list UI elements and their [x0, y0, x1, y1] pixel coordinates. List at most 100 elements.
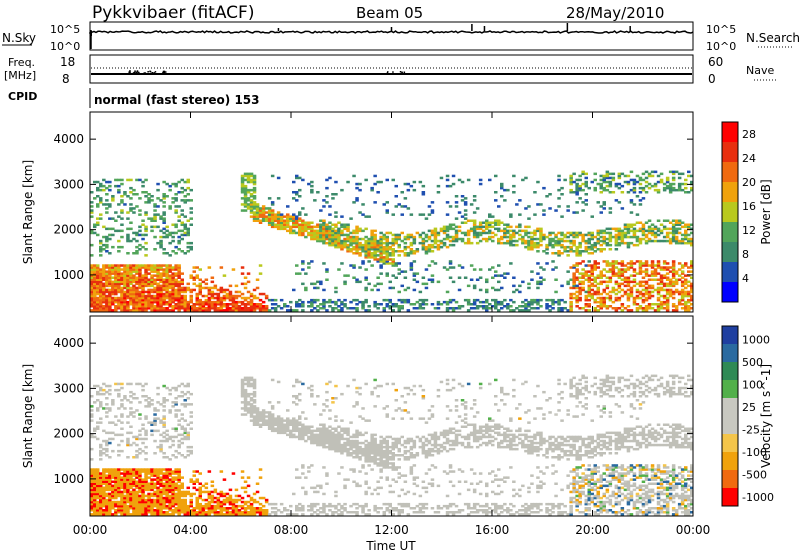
power-cell	[575, 184, 579, 188]
power-cell	[677, 262, 682, 265]
power-cell	[653, 233, 658, 237]
velocity-cell	[105, 492, 109, 496]
power-cell	[533, 233, 537, 237]
power-cell	[656, 290, 661, 294]
velocity-cell	[144, 417, 148, 420]
velocity-cell	[90, 482, 94, 485]
velocity-cell	[102, 500, 106, 504]
power-cell	[261, 207, 266, 210]
power-cell	[340, 243, 344, 247]
power-cell	[319, 282, 323, 286]
power-cell	[346, 274, 350, 277]
power-cell	[557, 307, 561, 310]
power-cell	[656, 229, 661, 233]
power-cell	[572, 250, 576, 253]
power-cell	[481, 221, 486, 224]
power-cell	[355, 182, 359, 186]
power-cell	[162, 307, 166, 310]
power-cell	[90, 243, 94, 247]
power-cell	[575, 270, 579, 273]
power-cell	[237, 290, 242, 294]
velocity-cell	[168, 458, 172, 461]
velocity-cell	[159, 507, 163, 510]
power-cell	[653, 268, 658, 271]
velocity-cell	[174, 413, 178, 416]
power-cell	[358, 241, 362, 245]
power-cell	[599, 298, 603, 302]
cpid-value: normal (fast stereo) 153	[94, 93, 260, 107]
power-cell	[415, 280, 420, 284]
power-cell	[684, 233, 688, 237]
velocity-cell	[93, 435, 97, 439]
power-cell	[454, 239, 459, 243]
velocity-cell	[222, 494, 227, 498]
power-cell	[690, 237, 694, 241]
power-cell	[602, 290, 606, 294]
power-cell	[391, 241, 395, 245]
power-cell	[99, 239, 103, 243]
velocity-cell	[93, 511, 97, 514]
power-cell	[596, 274, 600, 277]
power-cell	[105, 186, 109, 190]
velocity-cell	[117, 395, 121, 398]
velocity-cell	[117, 486, 121, 490]
velocity-cell	[141, 441, 145, 445]
power-cell	[243, 286, 248, 290]
velocity-cell	[186, 384, 190, 388]
power-cell	[614, 272, 619, 275]
power-cell	[638, 199, 643, 202]
power-cell	[533, 307, 537, 310]
power-cell	[174, 245, 178, 249]
power-cell	[352, 266, 356, 269]
power-cell	[466, 309, 471, 312]
velocity-cell	[201, 511, 206, 514]
power-cell	[313, 300, 317, 304]
power-cell	[150, 296, 154, 300]
power-cell	[364, 268, 368, 271]
power-cell	[659, 288, 664, 292]
power-cell	[165, 278, 169, 281]
velocity-cell	[171, 480, 175, 483]
power-cell	[183, 298, 187, 302]
power-cell	[644, 180, 649, 184]
velocity-cell	[159, 504, 163, 508]
power-cell	[159, 235, 163, 239]
power-cell	[150, 266, 154, 269]
power-cell	[451, 307, 456, 310]
power-cell	[307, 227, 311, 231]
velocity-cell	[243, 388, 248, 392]
velocity-cell	[132, 498, 136, 502]
velocity-cell	[114, 478, 118, 481]
power-cell	[343, 245, 347, 249]
power-cell	[264, 296, 269, 300]
power-cell	[388, 248, 392, 251]
power-cell	[584, 233, 588, 237]
power-cell	[156, 225, 160, 229]
power-cell	[527, 205, 531, 208]
power-cell	[545, 303, 549, 306]
power-cell	[557, 174, 561, 178]
velocity-cell	[234, 488, 239, 492]
power-cell	[93, 272, 97, 275]
velocity-cell	[114, 480, 118, 483]
velocity-cell	[99, 509, 103, 512]
power-cell	[608, 280, 613, 284]
velocity-cell	[177, 507, 181, 510]
velocity-cell	[99, 458, 103, 461]
velocity-cell	[147, 484, 151, 488]
power-cell	[255, 209, 260, 212]
velocity-cell	[102, 496, 106, 500]
power-cell	[141, 305, 145, 308]
power-cell	[310, 260, 314, 263]
power-cell	[512, 229, 516, 233]
power-cell	[671, 229, 676, 233]
power-cell	[629, 225, 634, 229]
velocity-cell	[144, 399, 148, 402]
power-cell	[243, 193, 248, 196]
power-cell	[93, 307, 97, 310]
power-cell	[328, 227, 332, 231]
velocity-cell	[135, 492, 139, 496]
power-cell	[192, 278, 196, 281]
velocity-cell	[99, 490, 103, 494]
power-cell	[451, 243, 456, 247]
